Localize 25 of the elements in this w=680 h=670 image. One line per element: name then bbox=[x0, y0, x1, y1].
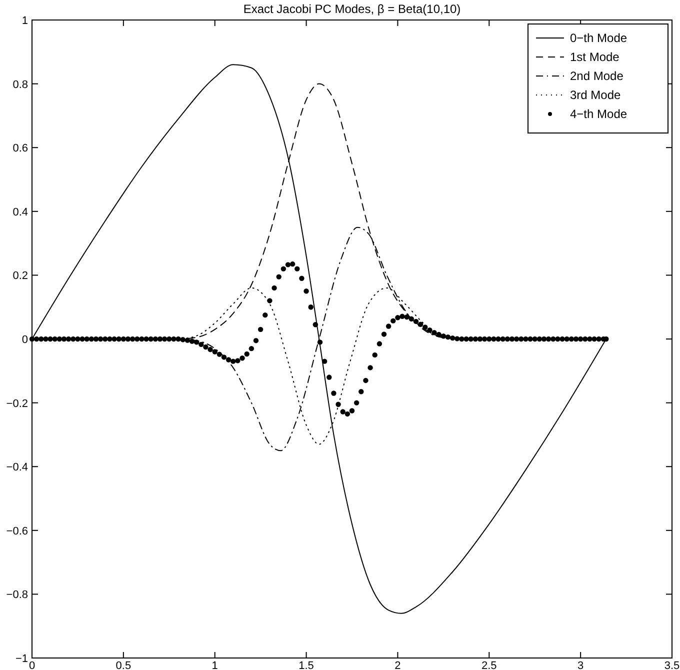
legend-label: 1st Mode bbox=[570, 50, 620, 64]
y-tick-label: −0.2 bbox=[6, 398, 28, 410]
x-tick-label: 3.5 bbox=[664, 660, 680, 670]
x-tick-label: 1.5 bbox=[298, 660, 314, 670]
y-tick-label: 0 bbox=[22, 334, 28, 346]
y-tick-label: −0.8 bbox=[6, 589, 28, 602]
legend-label: 2nd Mode bbox=[570, 69, 624, 83]
y-tick-label: −0.6 bbox=[6, 525, 28, 538]
x-tick-label: 0.5 bbox=[116, 660, 132, 670]
y-tick-label: 0.2 bbox=[12, 270, 28, 282]
y-tick-label: 0.4 bbox=[12, 206, 28, 218]
y-tick-label: 0.8 bbox=[12, 78, 28, 91]
y-tick-label: 1 bbox=[22, 15, 28, 27]
chart-title: Exact Jacobi PC Modes, β = Beta(10,10) bbox=[243, 2, 461, 16]
legend-label: 3rd Mode bbox=[570, 88, 622, 102]
x-tick-label: 2.5 bbox=[481, 660, 497, 670]
y-tick-label: −1 bbox=[15, 653, 28, 665]
x-tick-label: 0 bbox=[28, 660, 36, 670]
x-tick-label: 2 bbox=[394, 660, 401, 670]
x-tick-label: 1 bbox=[212, 660, 218, 670]
legend-label: 0−th Mode bbox=[570, 31, 628, 45]
y-tick-label: 0.6 bbox=[12, 142, 28, 155]
x-tick-label: 3 bbox=[578, 660, 584, 670]
legend-label: 4−th Mode bbox=[570, 107, 628, 121]
y-tick-label: −0.4 bbox=[6, 462, 28, 474]
